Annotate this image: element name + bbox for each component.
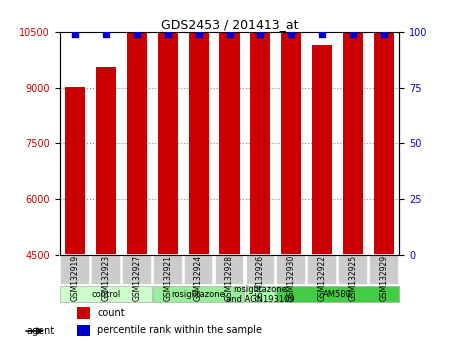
- Text: rosiglitazone
and AGN193109: rosiglitazone and AGN193109: [226, 285, 295, 304]
- FancyBboxPatch shape: [91, 255, 121, 285]
- FancyBboxPatch shape: [369, 255, 399, 285]
- Text: control: control: [91, 290, 121, 299]
- Bar: [312, 45, 332, 255]
- Bar: [374, 6, 394, 255]
- FancyBboxPatch shape: [184, 255, 213, 285]
- Point: [102, 31, 110, 37]
- FancyBboxPatch shape: [60, 286, 151, 302]
- Text: GSM132924: GSM132924: [194, 255, 203, 301]
- Bar: [127, 31, 147, 255]
- Bar: [77, 325, 90, 336]
- Point: [195, 31, 202, 37]
- Text: AM580: AM580: [323, 290, 352, 299]
- Text: rosiglitazone: rosiglitazone: [172, 290, 225, 299]
- Text: GSM132928: GSM132928: [225, 255, 234, 301]
- FancyBboxPatch shape: [153, 255, 183, 285]
- FancyBboxPatch shape: [276, 286, 399, 302]
- Point: [288, 31, 295, 37]
- Bar: [219, 0, 240, 255]
- Text: agent: agent: [27, 326, 55, 336]
- Text: GSM132921: GSM132921: [163, 255, 172, 301]
- Text: GSM132919: GSM132919: [71, 255, 79, 301]
- Text: GSM132930: GSM132930: [287, 255, 296, 302]
- FancyBboxPatch shape: [308, 255, 337, 285]
- FancyBboxPatch shape: [153, 286, 244, 302]
- Bar: [65, 87, 85, 255]
- Text: percentile rank within the sample: percentile rank within the sample: [97, 325, 262, 335]
- FancyBboxPatch shape: [60, 255, 90, 285]
- Text: GSM132927: GSM132927: [132, 255, 141, 301]
- Title: GDS2453 / 201413_at: GDS2453 / 201413_at: [161, 18, 298, 31]
- FancyBboxPatch shape: [338, 255, 368, 285]
- Text: GSM132925: GSM132925: [348, 255, 358, 301]
- Bar: [281, 0, 301, 255]
- Text: GSM132922: GSM132922: [318, 255, 327, 301]
- Bar: [77, 307, 90, 319]
- Point: [349, 31, 357, 37]
- Point: [133, 31, 140, 37]
- Point: [72, 31, 79, 37]
- FancyBboxPatch shape: [246, 286, 275, 302]
- Bar: [158, 0, 178, 255]
- Text: GSM132923: GSM132923: [101, 255, 111, 301]
- Bar: [250, 0, 270, 255]
- Point: [226, 31, 233, 37]
- Point: [319, 31, 326, 37]
- Bar: [189, 0, 209, 255]
- Text: GSM132926: GSM132926: [256, 255, 265, 301]
- Bar: [343, 32, 363, 255]
- FancyBboxPatch shape: [276, 255, 306, 285]
- FancyBboxPatch shape: [246, 255, 275, 285]
- Point: [380, 31, 387, 37]
- Text: count: count: [97, 308, 125, 318]
- Point: [257, 31, 264, 37]
- Bar: [96, 67, 116, 255]
- Text: GSM132929: GSM132929: [380, 255, 388, 301]
- FancyBboxPatch shape: [215, 255, 244, 285]
- FancyBboxPatch shape: [122, 255, 151, 285]
- Point: [164, 31, 171, 37]
